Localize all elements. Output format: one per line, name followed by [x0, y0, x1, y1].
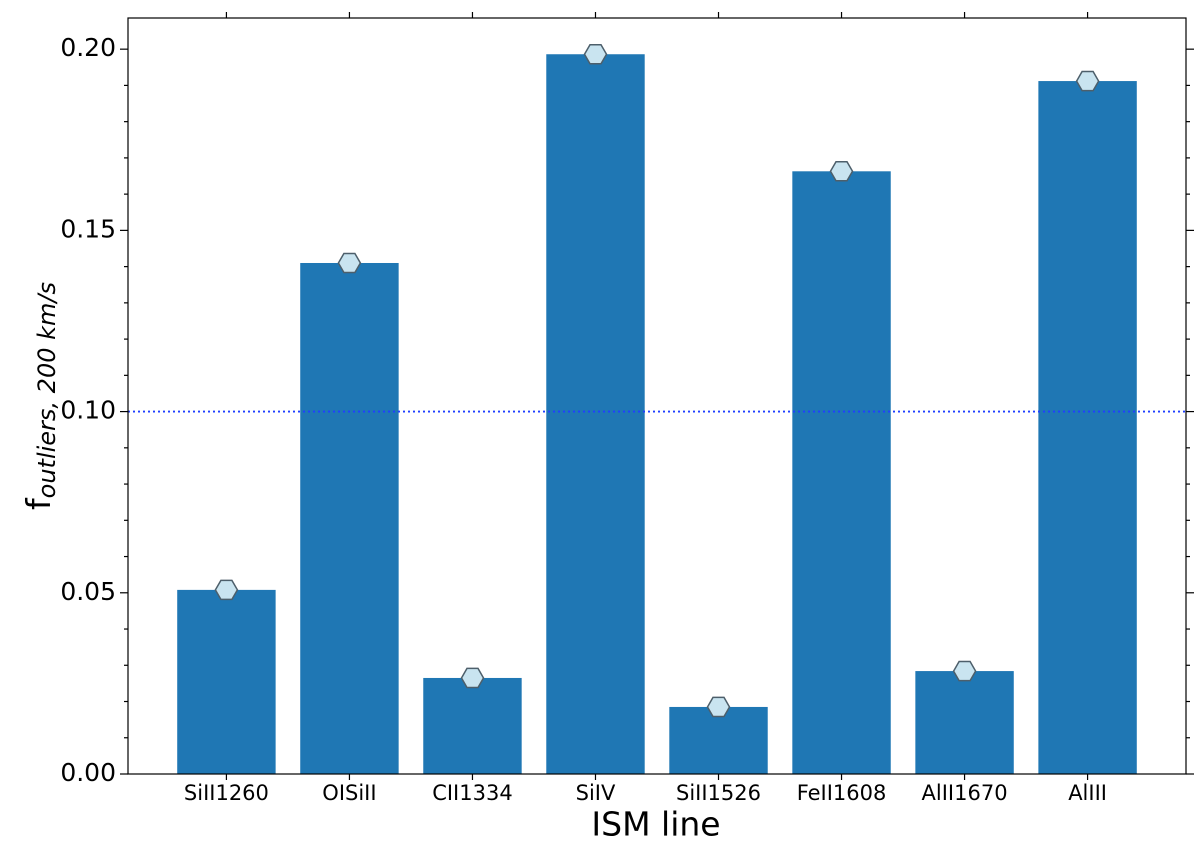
y-tick-label: 0.15	[60, 214, 116, 243]
y-axis-label-sub: outliers, 200 km/s	[33, 282, 61, 498]
y-tick-label: 0.00	[60, 758, 116, 787]
bar	[915, 671, 1014, 774]
marker	[337, 252, 362, 274]
bar	[669, 706, 768, 774]
x-tick-label: OISiII	[322, 781, 376, 805]
x-tick-label: CII1334	[432, 781, 513, 805]
x-tick-label: FeII1608	[797, 781, 887, 805]
y-axis-label-main: f	[19, 497, 58, 510]
marker	[460, 667, 485, 689]
x-tick-label: AlIII	[1068, 781, 1107, 805]
bar	[177, 589, 276, 774]
x-tick-label: SiII1260	[184, 781, 269, 805]
bar	[300, 262, 399, 774]
marker	[706, 696, 731, 718]
x-axis-label: ISM line	[591, 805, 720, 844]
marker	[214, 579, 239, 601]
x-tick-label: SiII1526	[676, 781, 761, 805]
y-axis-label: foutliers, 200 km/s	[19, 282, 62, 510]
x-tick-label: AlII1670	[922, 781, 1008, 805]
bar	[546, 54, 645, 774]
y-tick-label: 0.05	[60, 577, 116, 606]
bar	[423, 677, 522, 774]
marker	[1075, 70, 1100, 92]
y-tick-label: 0.20	[60, 33, 116, 62]
bar	[1038, 81, 1137, 774]
y-tick-label: 0.10	[60, 396, 116, 425]
marker	[583, 43, 608, 65]
marker	[829, 161, 854, 182]
plot-frame	[127, 17, 1187, 775]
x-tick-label: SiIV	[576, 781, 616, 805]
marker	[952, 660, 977, 682]
bar	[792, 171, 891, 775]
